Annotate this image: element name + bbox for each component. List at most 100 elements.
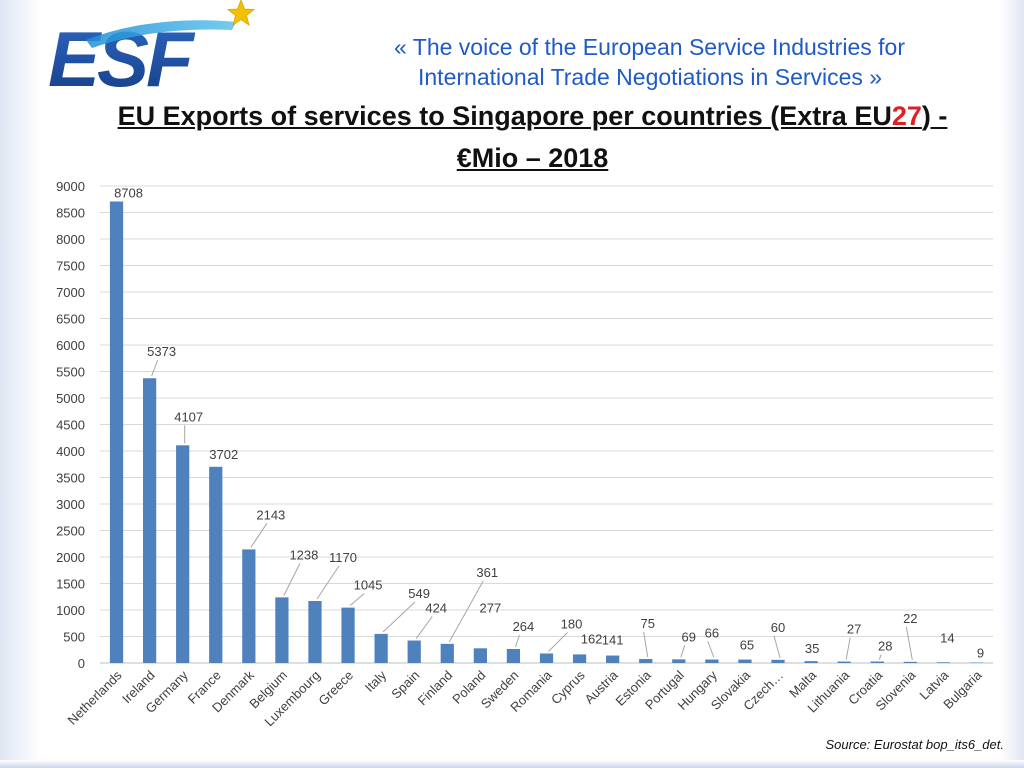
data-label: 60 [771, 620, 785, 635]
bar-hungary [705, 659, 719, 663]
label-leader-line [316, 565, 340, 600]
data-label: 277 [480, 600, 502, 615]
x-tick-label: Finland [415, 668, 456, 709]
data-label: 264 [513, 619, 535, 634]
y-tick-label: 5500 [56, 365, 85, 380]
y-tick-label: 3500 [56, 471, 85, 486]
bar-denmark [242, 549, 256, 663]
bar-romania [539, 653, 554, 663]
data-label: 4107 [174, 409, 203, 424]
label-leader-line [878, 654, 882, 660]
y-tick-label: 6500 [56, 312, 85, 327]
data-label: 162 [581, 631, 603, 646]
y-tick-label: 4500 [56, 418, 85, 433]
label-leader-line [349, 593, 365, 606]
bar-slovakia [738, 659, 752, 663]
y-tick-label: 7000 [56, 285, 85, 300]
background-right-gradient [1000, 0, 1024, 768]
data-label: 549 [408, 586, 430, 601]
bar-austria [606, 655, 620, 663]
data-label: 1238 [289, 547, 318, 562]
data-label: 35 [805, 641, 819, 656]
label-leader-line [283, 563, 301, 596]
bar-greece [341, 607, 355, 663]
data-label: 22 [903, 611, 917, 626]
label-leader-line [514, 634, 520, 648]
data-label: 5373 [147, 344, 176, 359]
label-leader-line [845, 637, 851, 660]
bar-netherlands [109, 201, 124, 663]
label-leader-line [250, 523, 268, 548]
x-tick-label: Cyprus [548, 667, 588, 707]
bar-croatia [870, 661, 884, 663]
data-label: 361 [476, 565, 498, 580]
y-tick-label: 5000 [56, 391, 85, 406]
y-tick-label: 3000 [56, 497, 85, 512]
bar-estonia [639, 659, 653, 663]
background-bottom-gradient [0, 760, 1024, 768]
tagline-line-1: « The voice of the European Service Indu… [394, 34, 905, 60]
data-label: 1170 [329, 550, 357, 565]
esf-logo: ESF [48, 0, 256, 95]
y-tick-label: 1000 [56, 603, 85, 618]
data-label: 3702 [209, 447, 238, 462]
label-leader-line [905, 626, 913, 660]
bar-sweden [506, 649, 521, 663]
label-leader-line [643, 631, 649, 658]
bar-france [209, 466, 223, 663]
y-tick-label: 9000 [56, 179, 85, 194]
bar-cyprus [572, 654, 587, 663]
data-label: 1045 [354, 578, 383, 593]
data-label: 8708 [114, 185, 143, 200]
logo-swoosh [86, 20, 236, 48]
label-leader-line [151, 360, 159, 377]
y-tick-label: 6000 [56, 338, 85, 353]
label-leader-line [548, 632, 568, 652]
title-part-1: EU Exports of services to Singapore per … [117, 101, 892, 131]
data-label: 75 [640, 616, 654, 631]
y-tick-label: 7500 [56, 259, 85, 274]
label-leader-line [680, 645, 686, 658]
data-label: 9 [977, 646, 984, 661]
bar-malta [804, 661, 818, 663]
page-title: EU Exports of services to Singapore per … [80, 95, 985, 179]
bar-poland [473, 648, 487, 663]
data-label: 2143 [256, 507, 285, 522]
label-leader-line [773, 635, 781, 658]
bar-germany [176, 445, 190, 663]
data-label: 66 [705, 626, 719, 641]
bar-slovenia [903, 661, 917, 663]
x-tick-label: Greece [315, 668, 356, 709]
y-tick-label: 2500 [56, 524, 85, 539]
star-icon [226, 0, 256, 26]
y-tick-label: 0 [78, 656, 85, 671]
y-tick-label: 2000 [56, 550, 85, 565]
data-label: 65 [740, 638, 754, 653]
bar-luxembourg [308, 600, 322, 663]
data-label: 27 [847, 622, 861, 637]
title-line-1: EU Exports of services to Singapore per … [118, 101, 948, 131]
tagline-line-2: International Trade Negotiations in Serv… [418, 64, 883, 90]
title-line-2: €Mio – 2018 [456, 143, 609, 173]
y-tick-label: 8500 [56, 206, 85, 221]
data-label: 28 [878, 639, 892, 654]
y-tick-label: 500 [63, 630, 85, 645]
bar-spain [407, 640, 421, 663]
bar-czech [771, 659, 785, 663]
data-label: 14 [940, 630, 954, 645]
label-leader-line [707, 641, 715, 658]
label-leader-line [448, 580, 484, 643]
source-note: Source: Eurostat bop_its6_det. [825, 737, 1004, 752]
y-tick-label: 1500 [56, 577, 85, 592]
bar-finland [440, 643, 454, 663]
bar-lithuania [837, 661, 851, 663]
label-leader-line [382, 601, 416, 633]
title-part-3: ) - [921, 101, 948, 131]
y-tick-label: 8000 [56, 232, 85, 247]
data-label: 424 [425, 601, 447, 616]
bar-portugal [672, 659, 686, 663]
background-left-gradient [0, 0, 40, 768]
title-highlight: 27 [891, 101, 922, 131]
data-label: 141 [602, 633, 624, 648]
